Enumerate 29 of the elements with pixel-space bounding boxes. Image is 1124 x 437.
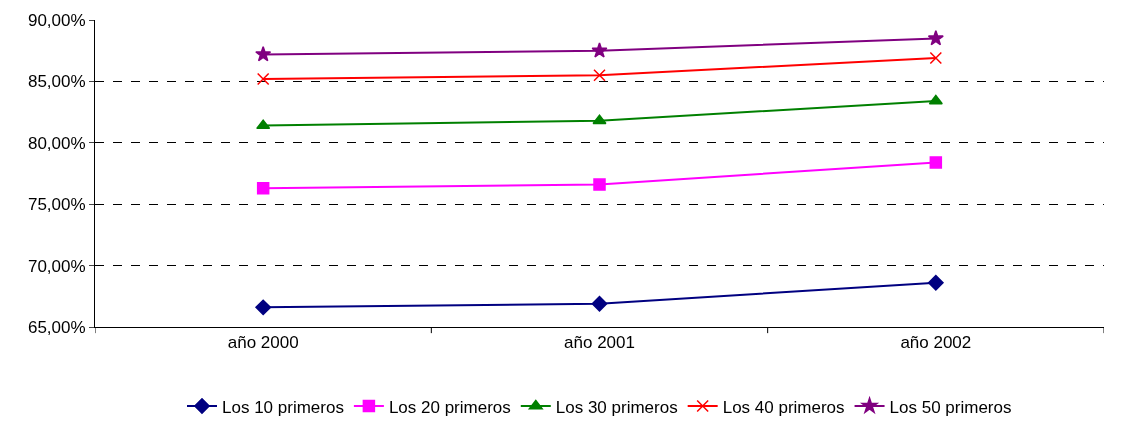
- point: [593, 69, 606, 82]
- y-tick-label: 85,00%: [27, 72, 86, 92]
- point: [928, 94, 943, 105]
- point: [591, 295, 608, 312]
- point: [255, 45, 272, 62]
- point: [256, 72, 270, 86]
- y-tick-label: 70,00%: [27, 256, 86, 276]
- x-tick-label: año 2002: [900, 333, 972, 353]
- legend-label: Los 20 primeros: [388, 397, 511, 417]
- point: [256, 181, 270, 195]
- point: [592, 114, 607, 125]
- point: [255, 299, 272, 316]
- point: [929, 51, 943, 65]
- legend-label: Los 10 primeros: [222, 397, 344, 417]
- point: [591, 42, 608, 58]
- y-tick-label: 90,00%: [27, 10, 86, 30]
- point: [927, 274, 944, 291]
- y-tick-label: 65,00%: [27, 317, 86, 337]
- x-tick-label: año 2000: [227, 333, 299, 353]
- legend-label: Los 50 primeros: [889, 397, 1012, 417]
- point: [929, 156, 943, 169]
- point: [256, 119, 271, 130]
- point: [927, 29, 944, 46]
- point: [593, 178, 606, 191]
- y-tick-label: 80,00%: [27, 133, 86, 153]
- x-tick-label: año 2001: [564, 333, 635, 353]
- legend-label: Los 30 primeros: [555, 397, 678, 417]
- legend-label: Los 40 primeros: [722, 397, 845, 417]
- y-tick-label: 75,00%: [27, 195, 86, 215]
